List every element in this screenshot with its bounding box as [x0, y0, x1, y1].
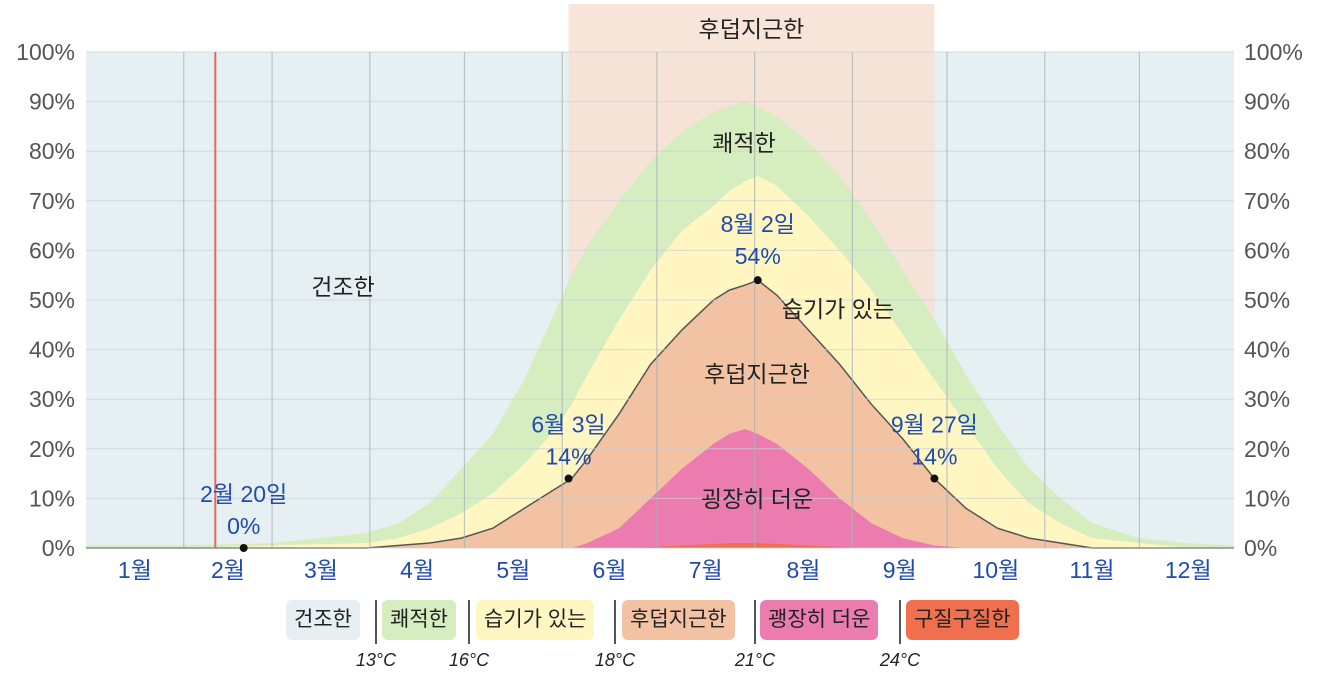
annotation-marker	[930, 474, 939, 483]
annotation-value: 14%	[911, 444, 957, 470]
annotation-date: 6월 3일	[531, 412, 605, 438]
series-area-oppressive	[86, 429, 1234, 548]
y-tick-right: 20%	[1244, 436, 1290, 462]
x-tick-month: 7월	[689, 557, 723, 583]
y-tick-right: 100%	[1244, 39, 1303, 65]
legend-separator	[754, 600, 756, 644]
annotation-value: 54%	[735, 243, 781, 269]
y-tick-right: 60%	[1244, 237, 1290, 263]
threshold-24: 24°C	[879, 650, 921, 670]
x-tick-month: 6월	[593, 557, 627, 583]
annotation-value: 14%	[546, 444, 592, 470]
legend-item-oppressive: 괭장히 더운	[760, 600, 879, 640]
series-line-muggy	[86, 279, 1234, 549]
annotation-value: 0%	[227, 513, 260, 539]
y-tick-right: 90%	[1244, 89, 1290, 115]
y-tick-right: 50%	[1244, 287, 1290, 313]
zone-label-humid: 습기가 있는	[782, 296, 894, 322]
annotation-marker	[239, 544, 248, 552]
legend-separator	[468, 600, 470, 644]
y-tick-left: 40%	[29, 337, 75, 363]
legend-item-comfortable: 쾌적한	[382, 600, 456, 640]
zone-label-comfortable: 쾌적한	[712, 130, 775, 156]
x-tick-month: 1월	[118, 557, 152, 583]
annotation-marker	[753, 276, 762, 285]
humidity-chart: 후덥지근한 0% 0% 10% 10% 20% 20% 30% 30% 40% 40% 50% 50% 6…	[16, 4, 1303, 583]
series-area-miserable	[86, 543, 1234, 548]
y-tick-right: 0%	[1244, 535, 1277, 561]
threshold-13: 13°C	[355, 650, 397, 670]
threshold-21: 21°C	[734, 650, 776, 670]
zone-label-dry: 건조한	[311, 274, 374, 300]
y-tick-left: 80%	[29, 138, 75, 164]
y-tick-right: 70%	[1244, 188, 1290, 214]
annotation-date: 8월 2일	[721, 211, 795, 237]
y-tick-left: 70%	[29, 188, 75, 214]
threshold-18: 18°C	[594, 650, 636, 670]
y-tick-right: 80%	[1244, 138, 1290, 164]
series-area-muggy	[86, 280, 1234, 548]
zone-label-oppressive: 굉장히 더운	[701, 486, 813, 512]
legend-item-muggy: 후덥지근한	[622, 600, 735, 640]
y-tick-right: 40%	[1244, 337, 1290, 363]
threshold-16: 16°C	[448, 650, 490, 670]
legend-separator	[899, 600, 901, 644]
y-tick-right: 10%	[1244, 485, 1290, 511]
y-tick-left: 100%	[16, 39, 75, 65]
annotation-date: 9월 27일	[891, 412, 978, 438]
x-tick-month: 5월	[496, 557, 530, 583]
annotation-marker	[564, 474, 573, 483]
zone-label-muggy: 후덥지근한	[704, 361, 810, 387]
legend-item-dry: 건조한	[286, 600, 360, 640]
annotation-date: 2월 20일	[200, 481, 287, 507]
x-tick-month: 4월	[400, 557, 434, 583]
legend-separator	[614, 600, 616, 644]
legend-item-humid: 습기가 있는	[476, 600, 595, 640]
legend-item-miserable: 구질구질한	[906, 600, 1019, 640]
y-tick-left: 30%	[29, 386, 75, 412]
x-tick-month: 9월	[883, 557, 917, 583]
x-tick-month: 3월	[304, 557, 338, 583]
y-tick-left: 10%	[29, 485, 75, 511]
y-tick-left: 60%	[29, 237, 75, 263]
highlight-band-label: 후덥지근한	[699, 16, 805, 42]
x-tick-month: 12월	[1165, 557, 1212, 583]
legend: 건조한 쾌적한 습기가 있는 후덥지근한 괭장히 더운 구질구질한 13°C 1…	[0, 600, 1320, 678]
y-tick-left: 0%	[42, 535, 75, 561]
x-tick-month: 2월	[211, 557, 245, 583]
y-tick-left: 90%	[29, 89, 75, 115]
x-tick-month: 10월	[973, 557, 1020, 583]
x-tick-month: 8월	[787, 557, 821, 583]
y-tick-left: 20%	[29, 436, 75, 462]
legend-separator	[375, 600, 377, 644]
x-tick-month: 11월	[1070, 557, 1115, 583]
y-tick-left: 50%	[29, 287, 75, 313]
y-tick-right: 30%	[1244, 386, 1290, 412]
